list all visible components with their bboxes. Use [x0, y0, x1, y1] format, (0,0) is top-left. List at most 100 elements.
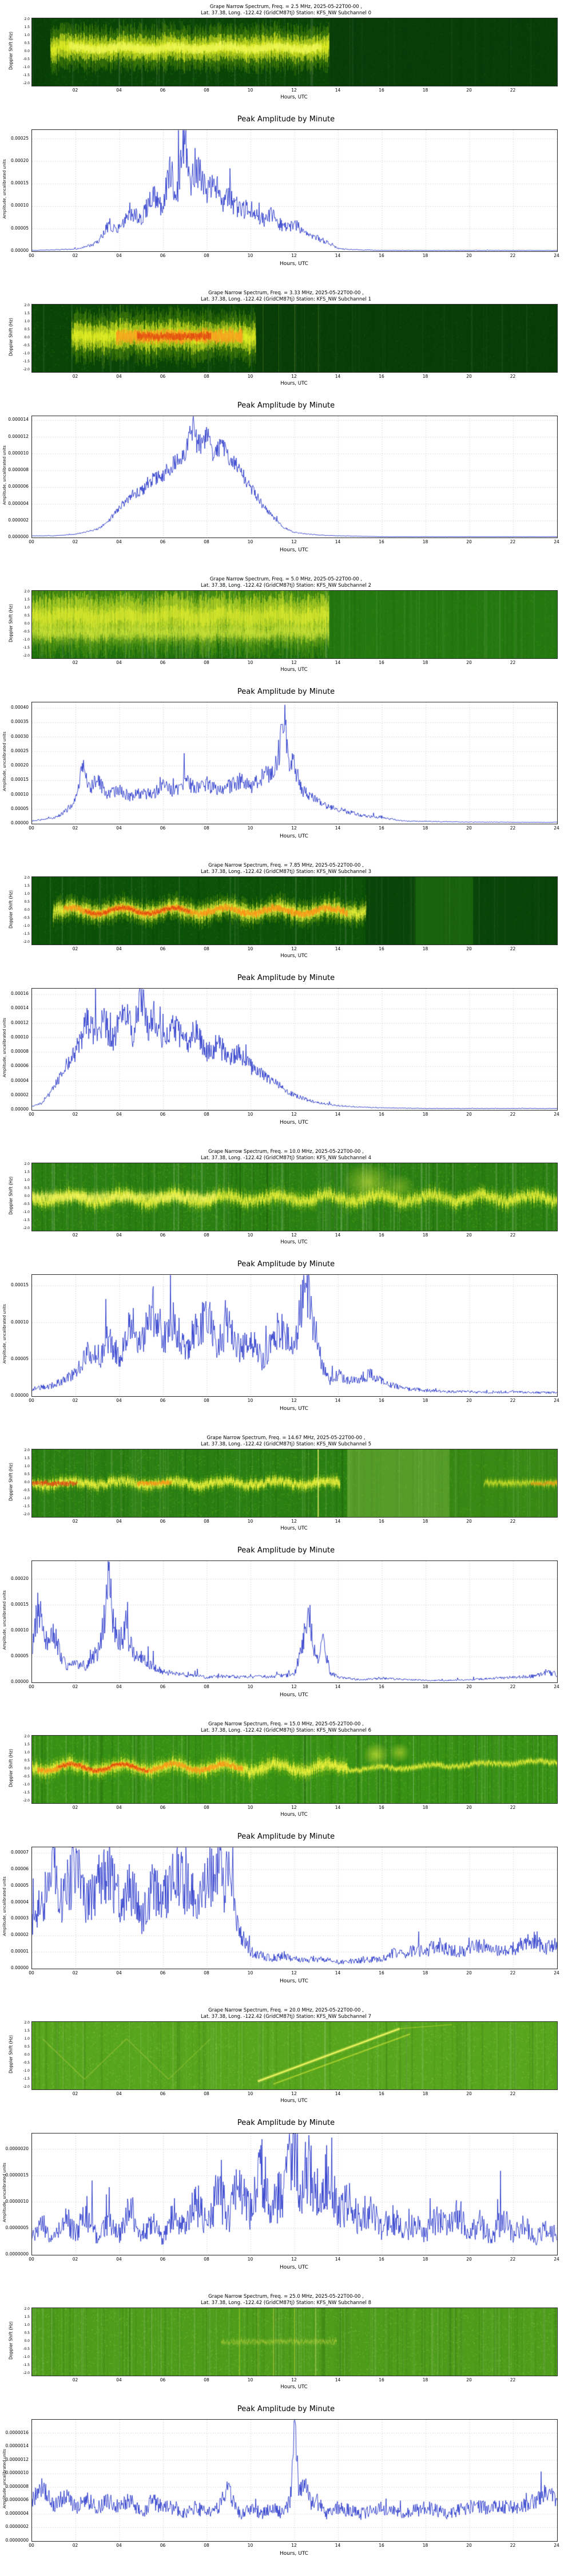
spectrogram-x-tick: 06 — [160, 660, 166, 665]
peak-amplitude-y-tick-labels: 0.00025 0.00020 0.00015 0.00010 0.00005 0.000… — [0, 110, 30, 286]
peak-amplitude-y-tick: 0.00010 — [10, 1034, 29, 1040]
spectrogram-x-tick: 10 — [247, 374, 253, 379]
spectrogram-x-tick: 12 — [291, 2377, 297, 2383]
spectrogram-title-line1: Grape Narrow Spectrum, Freq. = 5.0 MHz, … — [209, 576, 363, 582]
peak-amplitude-x-axis-label: Hours, UTC — [280, 1406, 308, 1412]
spectrogram-x-tick: 20 — [466, 660, 472, 665]
spectrogram-y-tick: 2.0 — [24, 2307, 30, 2311]
spectrogram-y-tick: -1.5 — [23, 73, 30, 77]
peak-amplitude-y-tick: 0.00005 — [10, 1882, 29, 1888]
peak-amplitude-y-tick: 0.00000 — [10, 1107, 29, 1112]
peak-amplitude-x-tick: 16 — [379, 1684, 384, 1689]
spectrogram-x-tick-labels: 02 04 06 08 10 12 14 16 18 20 22 — [31, 660, 557, 666]
spectrogram-x-tick: 14 — [335, 374, 341, 379]
spectrogram-y-tick: -1.0 — [23, 65, 30, 69]
spectrogram-x-tick: 12 — [291, 1232, 297, 1238]
spectrogram-y-tick: -1.5 — [23, 932, 30, 936]
spectrogram-x-axis-label: Hours, UTC — [280, 667, 308, 673]
peak-amplitude-y-tick: 0.00008 — [10, 1049, 29, 1054]
spectrogram-y-tick: -1.0 — [23, 2069, 30, 2073]
spectrogram-title-line2: Lat. 37.38, Long. -122.42 (GridCM87tj) S… — [201, 2300, 371, 2306]
peak-amplitude-x-tick: 04 — [116, 1684, 122, 1689]
spectrogram-heatmap — [31, 590, 558, 659]
spectrogram-x-tick: 14 — [335, 88, 341, 93]
spectrogram-x-tick: 18 — [422, 660, 428, 665]
peak-amplitude-x-tick: 22 — [510, 825, 516, 831]
spectrogram-y-tick: 1.0 — [24, 892, 30, 896]
subchannel-section: Grape Narrow Spectrum, Freq. = 7.85 MHz,… — [0, 859, 572, 1145]
peak-amplitude-line-chart — [31, 1847, 558, 1969]
peak-amplitude-y-tick: 0.0000000 — [5, 2538, 29, 2543]
peak-amplitude-y-tick: 0.00003 — [10, 1915, 29, 1921]
spectrogram-figure: Grape Narrow Spectrum, Freq. = 15.0 MHz,… — [0, 1717, 572, 1827]
peak-amplitude-y-tick-labels: 0.00020 0.00015 0.00010 0.00005 0.00000 — [0, 1541, 30, 1717]
spectrogram-heatmap — [31, 18, 558, 86]
spectrogram-x-tick: 04 — [116, 2377, 122, 2383]
spectrogram-title-line2: Lat. 37.38, Long. -122.42 (GridCM87tj) S… — [201, 869, 371, 875]
spectrogram-y-tick-labels: 2.0 1.5 1.0 0.5 0.0 -0.5 -1.0 -1.5 -2.0 — [13, 18, 30, 85]
spectrogram-x-tick: 16 — [379, 88, 384, 93]
peak-amplitude-title: Peak Amplitude by Minute — [237, 2119, 335, 2127]
spectrogram-x-tick: 06 — [160, 946, 166, 951]
spectrogram-y-tick: 0.0 — [24, 908, 30, 912]
peak-amplitude-x-axis-label: Hours, UTC — [280, 547, 308, 553]
spectrogram-y-tick: 0.0 — [24, 2339, 30, 2343]
spectrogram-figure: Grape Narrow Spectrum, Freq. = 5.0 MHz, … — [0, 572, 572, 682]
spectrogram-y-tick: 1.0 — [24, 1178, 30, 1182]
spectrogram-heatmap — [31, 876, 558, 945]
peak-amplitude-x-tick: 08 — [204, 825, 209, 831]
peak-amplitude-y-tick: 0.0000014 — [5, 2443, 29, 2449]
peak-amplitude-x-tick: 14 — [335, 2543, 341, 2548]
spectrogram-x-axis-label: Hours, UTC — [280, 1812, 308, 1818]
peak-amplitude-x-tick: 22 — [510, 1970, 516, 1976]
peak-amplitude-x-tick: 00 — [29, 1684, 34, 1689]
peak-amplitude-y-tick: 0.00002 — [10, 1932, 29, 1938]
peak-amplitude-y-tick: 0.00040 — [10, 705, 29, 710]
peak-amplitude-x-tick: 02 — [72, 1398, 78, 1403]
peak-amplitude-x-axis-label: Hours, UTC — [280, 833, 308, 839]
peak-amplitude-figure: Peak Amplitude by Minute Amplitude, unca… — [0, 1255, 572, 1431]
peak-amplitude-x-tick: 12 — [291, 2543, 297, 2548]
peak-amplitude-x-tick: 04 — [116, 1112, 122, 1117]
peak-amplitude-y-tick: 0.00015 — [10, 777, 29, 783]
peak-amplitude-x-tick-labels: 00 02 04 06 08 10 12 14 16 18 20 22 24 — [29, 825, 559, 831]
subchannel-section: Grape Narrow Spectrum, Freq. = 3.33 MHz,… — [0, 286, 572, 572]
peak-amplitude-x-axis-label: Hours, UTC — [280, 261, 308, 267]
spectrogram-x-tick: 18 — [422, 946, 428, 951]
spectrogram-y-tick: 2.0 — [24, 1162, 30, 1166]
peak-amplitude-x-tick: 22 — [510, 1684, 516, 1689]
spectrogram-x-tick: 10 — [247, 1805, 253, 1810]
spectrogram-y-tick: -0.5 — [23, 1488, 30, 1492]
peak-amplitude-x-tick: 16 — [379, 1970, 384, 1976]
spectrogram-x-tick: 04 — [116, 88, 122, 93]
spectrogram-figure: Grape Narrow Spectrum, Freq. = 3.33 MHz,… — [0, 286, 572, 396]
peak-amplitude-x-tick: 02 — [72, 1684, 78, 1689]
spectrogram-title-line2: Lat. 37.38, Long. -122.42 (GridCM87tj) S… — [201, 583, 371, 588]
spectrogram-title-line1: Grape Narrow Spectrum, Freq. = 10.0 MHz,… — [208, 1149, 364, 1155]
peak-amplitude-x-tick: 06 — [160, 2257, 166, 2262]
spectrogram-x-tick: 20 — [466, 2091, 472, 2096]
spectrogram-y-tick: 1.0 — [24, 1751, 30, 1755]
peak-amplitude-y-tick: 0.00005 — [10, 805, 29, 811]
peak-amplitude-y-tick: 0.00004 — [10, 1077, 29, 1083]
spectrogram-y-tick: -1.5 — [23, 359, 30, 364]
peak-amplitude-title: Peak Amplitude by Minute — [237, 115, 335, 124]
peak-amplitude-y-tick: 0.00025 — [10, 748, 29, 753]
spectrogram-heatmap — [31, 2021, 558, 2090]
peak-amplitude-x-tick: 10 — [247, 1398, 253, 1403]
spectrogram-y-tick: -2.0 — [23, 940, 30, 944]
spectrogram-title-line1: Grape Narrow Spectrum, Freq. = 3.33 MHz,… — [208, 290, 364, 296]
peak-amplitude-x-tick: 14 — [335, 1112, 341, 1117]
peak-amplitude-x-tick: 16 — [379, 1112, 384, 1117]
peak-amplitude-x-tick: 10 — [247, 539, 253, 544]
peak-amplitude-x-tick: 16 — [379, 2543, 384, 2548]
spectrogram-x-tick: 02 — [72, 2377, 78, 2383]
peak-amplitude-x-tick: 08 — [204, 253, 209, 258]
peak-amplitude-x-tick: 20 — [466, 2257, 472, 2262]
peak-amplitude-x-tick: 12 — [291, 539, 297, 544]
spectrogram-x-tick: 08 — [204, 1519, 209, 1524]
peak-amplitude-x-tick-labels: 00 02 04 06 08 10 12 14 16 18 20 22 24 — [29, 539, 559, 545]
spectrogram-x-tick: 18 — [422, 2091, 428, 2096]
peak-amplitude-x-tick: 10 — [247, 1970, 253, 1976]
spectrogram-x-tick: 14 — [335, 946, 341, 951]
